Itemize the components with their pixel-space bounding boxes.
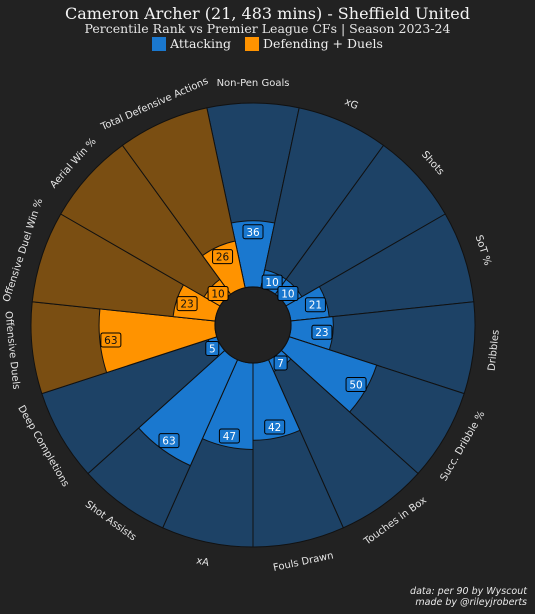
value-box-non-pen-goals	[242, 224, 264, 240]
legend: Attacking Defending + Duels	[0, 36, 535, 51]
value-label-deep-completions: 5	[209, 344, 216, 356]
value-label-offensive-duel-win: 23	[180, 299, 193, 311]
param-label-shots: Shots	[419, 149, 446, 177]
value-box-fouls-drawn	[264, 419, 286, 435]
chart-title: Cameron Archer (21, 483 mins) - Sheffiel…	[65, 4, 470, 23]
credit-line-data: data: per 90 by Wyscout	[410, 586, 527, 597]
value-box-sot	[304, 297, 326, 313]
center-hole	[214, 286, 292, 364]
param-label-dribbles: Dribbles	[487, 329, 502, 371]
value-box-offensive-duel-win	[176, 296, 198, 312]
value-box-offensive-duels	[100, 332, 122, 348]
credit-line-author: made by @rileyjroberts	[415, 597, 527, 608]
legend-swatch-defending	[245, 36, 260, 51]
value-label-xa: 47	[223, 431, 236, 443]
param-label-fouls-drawn: Fouls Drawn	[272, 550, 334, 574]
value-box-dribbles	[311, 324, 333, 340]
value-label-dribbles: 23	[315, 327, 328, 339]
param-label-xg: xG	[343, 97, 360, 113]
value-box-total-defensive-actions	[212, 249, 234, 265]
value-box-deep-completions	[205, 341, 220, 356]
value-label-shots: 10	[281, 289, 294, 301]
value-label-succ-dribble: 50	[349, 380, 362, 392]
legend-label-attacking: Attacking	[170, 36, 232, 51]
param-label-sot: SoT %	[473, 234, 493, 267]
value-label-shot-assists: 63	[162, 436, 175, 448]
value-box-succ-dribble	[345, 377, 367, 392]
value-label-aerial-win: 10	[211, 289, 224, 301]
legend-item-defending: Defending + Duels	[245, 36, 383, 51]
param-label-xa: xA	[195, 555, 210, 568]
value-label-offensive-duels: 63	[104, 335, 117, 347]
value-box-xa	[218, 428, 240, 444]
legend-item-attacking: Attacking	[152, 36, 231, 51]
chart-subtitle: Percentile Rank vs Premier League CFs | …	[84, 21, 451, 36]
value-box-shot-assists	[158, 433, 180, 449]
value-box-xg	[261, 274, 283, 290]
legend-label-defending: Defending + Duels	[263, 36, 383, 51]
value-box-shots	[277, 286, 299, 302]
credit: data: per 90 by Wyscout made by @rileyjr…	[410, 586, 527, 608]
param-label-offensive-duels: Offensive Duels	[2, 311, 21, 390]
value-label-non-pen-goals: 36	[246, 227, 260, 239]
value-label-xg: 10	[265, 277, 278, 289]
value-label-sot: 21	[309, 300, 322, 312]
legend-swatch-attacking	[152, 36, 167, 51]
value-box-aerial-win	[207, 286, 229, 302]
value-box-touches-in-box	[273, 355, 288, 371]
value-label-fouls-drawn: 42	[268, 422, 281, 434]
value-label-total-defensive-actions: 26	[216, 252, 230, 264]
value-label-touches-in-box: 7	[277, 358, 284, 370]
param-label-non-pen-goals: Non-Pen Goals	[217, 78, 290, 89]
